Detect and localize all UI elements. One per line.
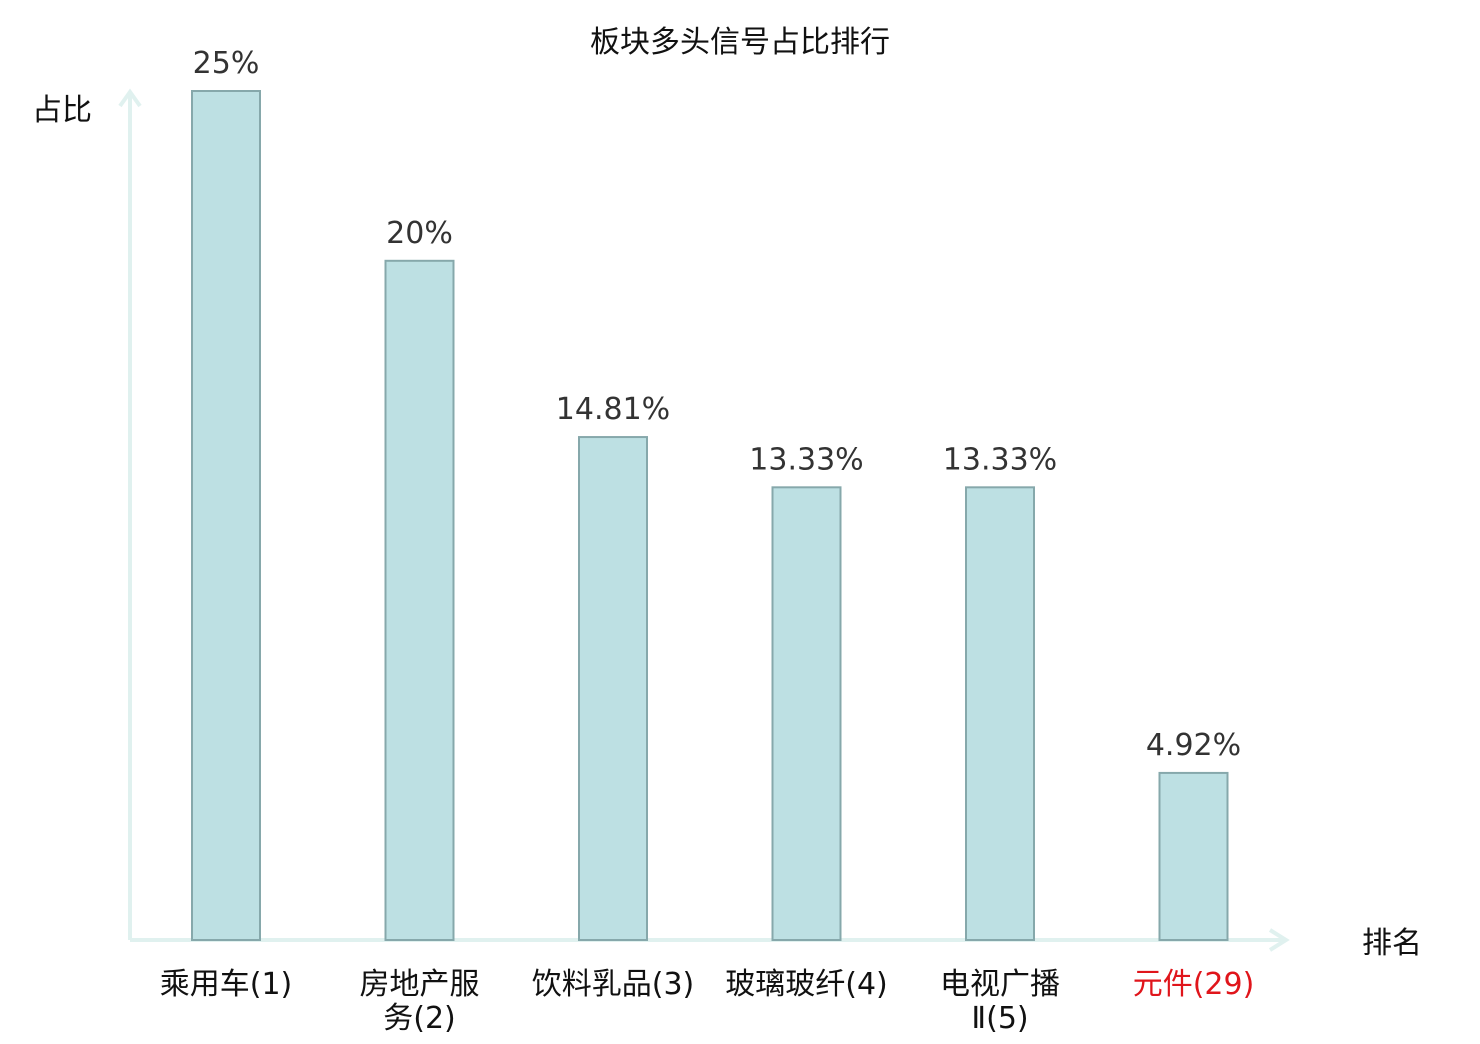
chart-title: 板块多头信号占比排行 [590,25,890,60]
bar-5 [965,486,1035,941]
x-tick-label-2: 房地产服务(2) [360,967,480,1036]
data-label-2: 20% [386,216,453,251]
bar-6 [1158,771,1229,942]
x-tick-label-1: 乘用车(1) [160,967,293,1002]
y-axis-arrow [118,88,142,108]
x-tick-label-4: 玻璃玻纤(4) [725,967,888,1002]
data-label-1: 25% [193,46,260,81]
bar-1 [191,90,261,941]
x-axis-label: 排名 [1362,926,1422,961]
x-tick-label-3: 饮料乳品(3) [532,967,695,1002]
bar-group: 25% 乘用车(1) 20% 房地产服务(2) 14.81% 饮料乳品(3) 13.33% 玻… [160,46,1255,1036]
data-label-4: 13.33% [749,442,863,477]
data-label-3: 14.81% [556,392,670,427]
x-tick-label-5: 电视广播 Ⅱ(5) [940,967,1060,1036]
bar-2 [384,259,455,941]
bar-4 [771,486,842,941]
bar-3 [578,436,648,941]
x-tick-label-6: 元件(29) [1133,967,1255,1002]
y-axis-label: 占比 [32,93,92,128]
data-label-6: 4.92% [1146,728,1241,763]
data-label-5: 13.33% [943,442,1057,477]
x-axis-arrow [1268,928,1290,952]
